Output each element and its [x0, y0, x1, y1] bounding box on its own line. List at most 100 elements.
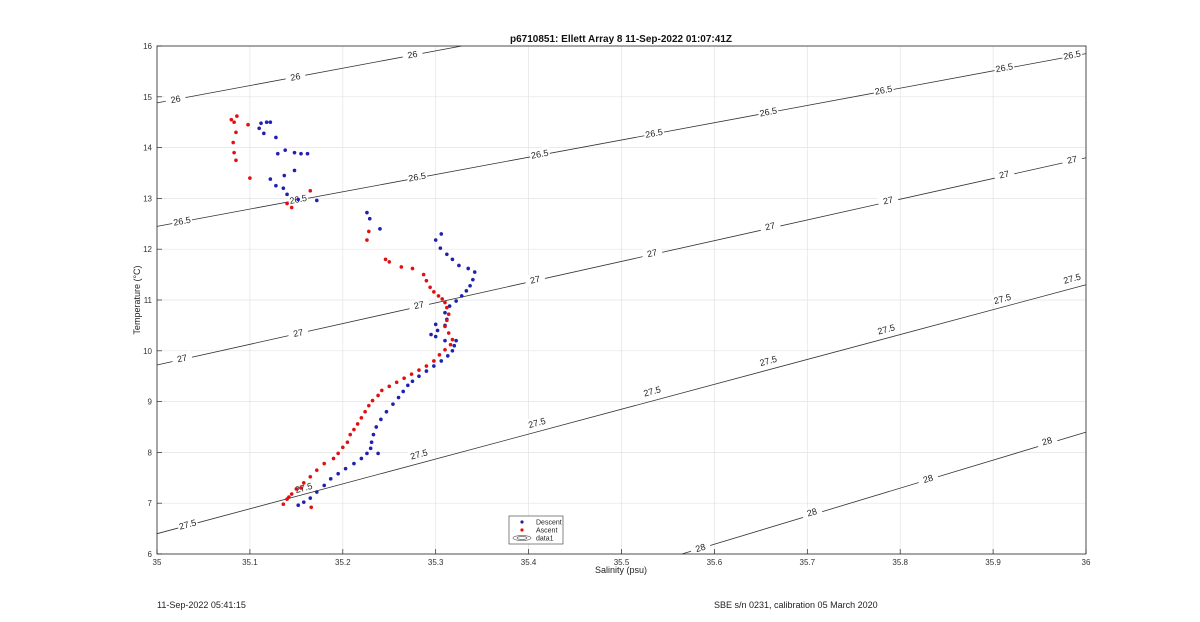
- ascent-point: [231, 140, 236, 145]
- descent-point: [472, 270, 477, 274]
- y-tick-label: 11: [144, 296, 153, 305]
- ascent-point: [443, 347, 447, 352]
- y-tick-label: 10: [143, 347, 152, 356]
- contour-label-bg: [993, 60, 1015, 75]
- descent-point: [282, 173, 287, 178]
- descent-point: [352, 461, 356, 466]
- contour-label-bg: [875, 321, 898, 337]
- ascent-point: [234, 130, 238, 135]
- contour-label: 28: [806, 506, 818, 518]
- descent-point: [379, 417, 383, 422]
- ascent-point: [424, 278, 429, 283]
- descent-point: [281, 186, 286, 191]
- descent-point: [445, 354, 450, 358]
- y-tick-label: 7: [148, 499, 153, 508]
- ascent-point: [308, 474, 313, 479]
- x-tick-label: 35.6: [707, 558, 723, 567]
- descent-point: [459, 294, 464, 298]
- contour-line-28: [681, 431, 1087, 555]
- descent-point: [429, 332, 433, 337]
- descent-point: [292, 168, 297, 173]
- legend-box: [508, 515, 564, 545]
- y-tick-label: 9: [148, 398, 153, 407]
- contour-label: 26.5: [1063, 49, 1082, 62]
- x-tick-label: 35.1: [242, 558, 258, 567]
- ascent-point: [394, 380, 399, 385]
- descent-point: [468, 283, 472, 288]
- data-series: [229, 114, 477, 510]
- y-tick-label: 16: [143, 42, 152, 51]
- contour-label-bg: [292, 479, 315, 496]
- ascent-point: [376, 393, 380, 398]
- descent-point: [450, 257, 455, 262]
- ascent-point: [366, 229, 371, 234]
- ascent-point: [348, 432, 353, 437]
- ascent-point: [417, 368, 421, 372]
- descent-point: [275, 151, 280, 156]
- descent-point: [368, 446, 373, 451]
- ascent-point: [359, 416, 364, 420]
- ascent-point: [246, 122, 250, 127]
- ascent-point: [234, 158, 238, 163]
- ascent-point: [281, 502, 286, 507]
- ascent-point: [345, 440, 350, 445]
- descent-point: [328, 476, 333, 481]
- contour-label: 26.5: [874, 84, 893, 97]
- contour-label: 27: [292, 327, 304, 339]
- contour-label-bg: [406, 169, 428, 184]
- descent-point: [454, 299, 458, 303]
- contour-label-bg: [284, 69, 307, 84]
- ascent-point: [287, 495, 291, 499]
- series-ascent: [229, 114, 455, 510]
- ascent-point: [428, 285, 432, 290]
- contour-label-bg: [528, 146, 551, 161]
- descent-point: [367, 216, 372, 221]
- x-tick-label: 35.5: [614, 558, 630, 567]
- contour-label: 27: [882, 194, 894, 206]
- grid-lines: [156, 45, 1087, 555]
- descent-point: [369, 440, 374, 445]
- descent-point: [365, 451, 369, 456]
- ascent-point: [340, 445, 345, 450]
- x-tick-label: 35.2: [335, 558, 351, 567]
- ascent-point: [444, 305, 449, 310]
- contour-label: 27.5: [294, 481, 314, 495]
- ascent-point: [387, 260, 392, 264]
- contour-label: 27: [764, 220, 776, 232]
- descent-point: [433, 238, 438, 242]
- descent-point: [305, 151, 310, 156]
- contour-label-bg: [916, 470, 940, 487]
- descent-point: [301, 500, 306, 505]
- contour-label-bg: [407, 446, 430, 462]
- ascent-point: [336, 451, 341, 456]
- y-tick-label: 13: [143, 194, 152, 203]
- legend-marker-data1-inner: [516, 536, 528, 540]
- contour-label-bg: [164, 91, 187, 107]
- ascent-point: [409, 372, 414, 377]
- contour-label-bg: [287, 324, 310, 341]
- contour-label: 26: [170, 94, 182, 106]
- axis-ticks: 35 35.1 35.2 35.3 35.4 35.5 35.6 35.7 35.8 35.9 36…: [143, 42, 1091, 567]
- contour-label-bg: [524, 271, 546, 287]
- y-tick-label: 6: [148, 550, 153, 559]
- ascent-point: [235, 114, 239, 118]
- contour-label-bg: [1061, 47, 1083, 62]
- ascent-point: [444, 318, 449, 323]
- contour-label-bg: [171, 213, 193, 229]
- descent-point: [401, 389, 406, 394]
- x-tick-label: 36: [1082, 558, 1091, 567]
- contour-label-bg: [1060, 270, 1084, 287]
- descent-point: [433, 334, 438, 339]
- x-tick-label: 35.7: [800, 558, 816, 567]
- contour-label-bg: [1035, 432, 1059, 449]
- contour-label: 27.5: [178, 517, 198, 531]
- contour-label-bg: [800, 503, 823, 521]
- descent-point: [471, 277, 475, 282]
- descent-point: [336, 471, 341, 476]
- contour-label: 28: [694, 542, 706, 554]
- descent-point: [274, 183, 278, 188]
- ascent-point: [331, 456, 336, 461]
- contour-line-27.5: [156, 284, 1087, 535]
- ascent-point: [431, 359, 436, 363]
